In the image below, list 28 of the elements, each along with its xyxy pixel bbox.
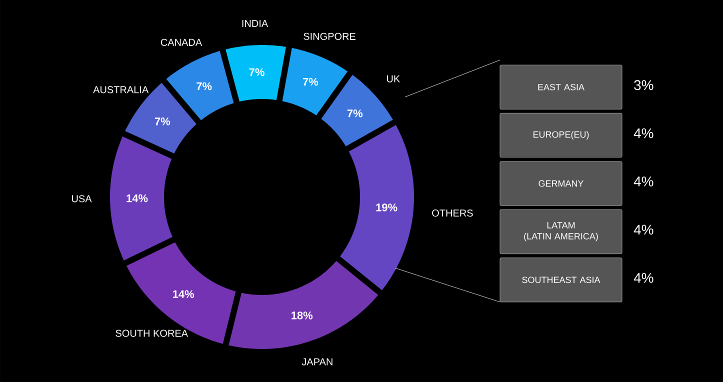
data-label: 14% [173, 290, 194, 298]
text: 4% [634, 128, 654, 138]
category-label: LATAM (LATIN AMERICA) [524, 222, 598, 242]
text: 3% [634, 80, 654, 90]
data-label: 7% [196, 82, 212, 90]
data-label: 18% [292, 312, 313, 320]
data-label: 7% [347, 109, 363, 118]
slice-label: SINGPORE [304, 32, 356, 40]
slice-label: USA [72, 195, 92, 202]
category-label: SOUTHEAST ASIA [522, 276, 600, 284]
text: 4% [634, 176, 654, 186]
data-label: 14% [126, 194, 148, 202]
data-label: 7% [154, 118, 170, 126]
slice-label: AUSTRALIA [93, 86, 149, 94]
category-label: EUROPE(EU) [533, 131, 589, 140]
data-label: 19% [376, 204, 398, 212]
category-label: GERMANY [538, 180, 584, 187]
slice-label: INDIA [242, 20, 268, 27]
slice-label: CANADA [160, 38, 202, 46]
slice-label: JAPAN [302, 358, 332, 366]
slice-label: OTHERS [432, 210, 473, 217]
slice-label: SOUTH KOREA [116, 330, 188, 337]
category-label: EAST ASIA [538, 84, 584, 90]
slice-label: UK [386, 75, 400, 82]
text: 4% [634, 272, 654, 283]
data-label: 7% [249, 68, 264, 76]
text: 4% [634, 224, 654, 235]
data-label: 7% [302, 78, 318, 86]
